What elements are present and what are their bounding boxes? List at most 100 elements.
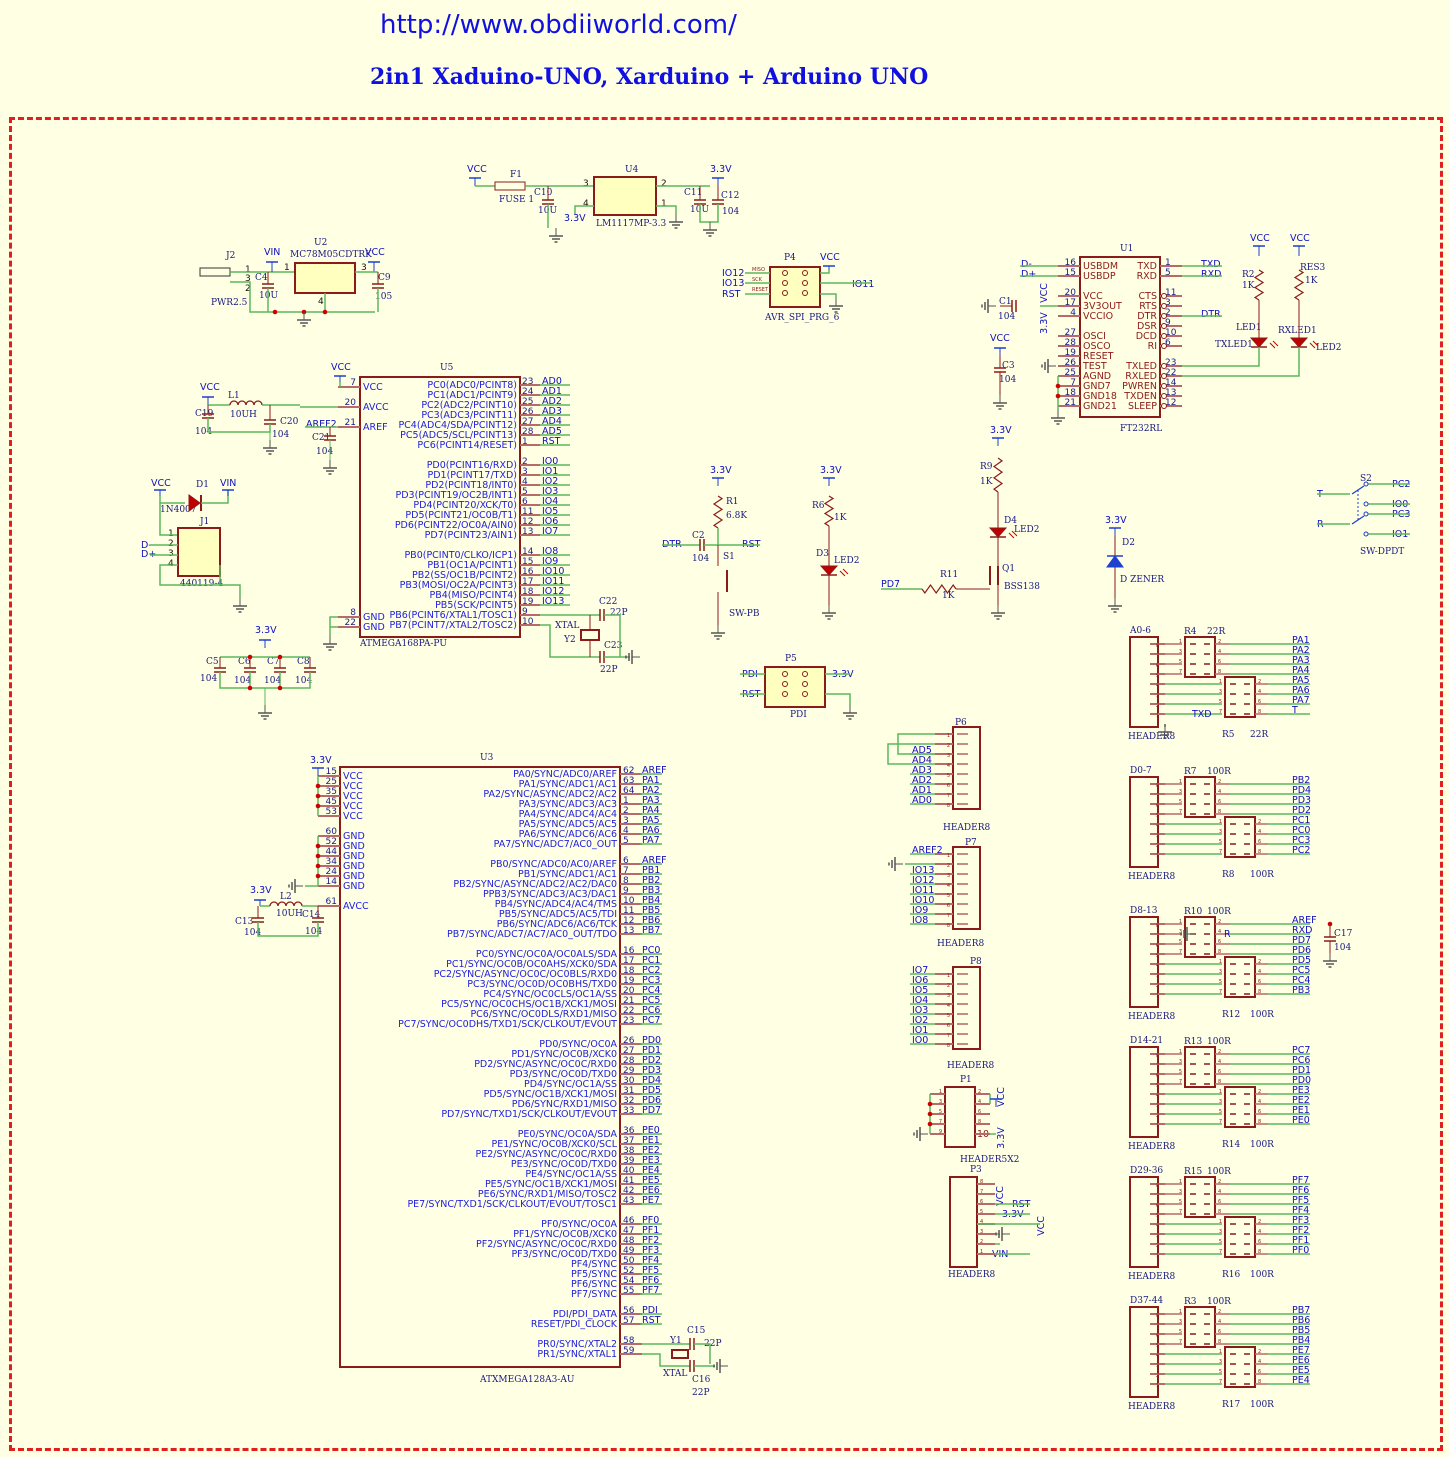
j1-val-label: 440119-4 [180,579,223,589]
pack-pin-number: 6 [1258,1369,1261,1375]
pin-name: PD0/SYNC/OC0A [539,1039,617,1050]
pin-name: PC1/SYNC/OC0B/OC0AHS/XCK0/SDA [446,959,617,970]
pack-pin-number: 2 [1258,1349,1261,1355]
pin-number: 20 [1065,288,1077,298]
pin-name: PB7(PCINT7/XTAL2/TOSC2) [390,620,517,631]
net-label: AREF [1292,915,1317,926]
c22-val-label: 22P [610,608,628,618]
p8-ref-label: P8 [970,957,982,967]
net-label: TXD [1191,709,1212,720]
pin-name: PR1/SYNC/XTAL1 [537,1349,617,1360]
pin-number: 2 [980,1239,983,1245]
pin-name: CTS [1139,291,1157,302]
header-pin-icon [782,681,788,687]
pin-name: PA1/SYNC/ADC1/AC1 [519,779,617,790]
pin-number: 38 [623,1146,635,1156]
net-label: IO13 [542,596,564,607]
pin-name: PA0/SYNC/ADC0/AREF [513,769,617,780]
wire [699,204,719,223]
pin-number: 52 [326,837,337,847]
u1-33-label: 3.3V [1039,312,1050,334]
pin-number: 25 [522,397,533,407]
pin-name: GND [363,612,385,623]
net-label: PA1 [642,775,660,786]
j1-net-dp-label: D+ [141,549,156,560]
resistor-pack-body [1224,1086,1256,1128]
pin-number: 1 [1156,713,1159,719]
p7-ref-label: P7 [965,838,977,848]
pin-name: PA3/SYNC/ADC3/AC3 [519,799,617,810]
pin-name: TXLED [1125,361,1157,372]
net-label: PD4 [642,1075,661,1086]
header-pin-icon [782,671,788,677]
junction-dot [277,654,283,660]
pin-name: RTS [1139,301,1157,312]
u1-txd-label: TXD [1200,259,1221,270]
j2-ref-label: J2 [225,251,235,261]
pin-number: 8 [947,803,950,809]
header-group-label: D14-21 [1130,1036,1163,1046]
inverted-pin-icon [1161,383,1167,389]
pin-number: 6 [522,497,528,507]
wire [1182,347,1260,367]
net-label: PF4 [642,1255,659,1266]
pin-number: 1 [522,437,528,447]
power-jack-icon [199,267,231,277]
net-label: PD2 [1292,805,1311,816]
pin-number: 1 [939,1089,942,1095]
resistor-pack-value: 100R [1207,1037,1231,1047]
p4-val-label: AVR_SPI_PRG_6 [764,313,840,323]
net-label: RST [542,436,561,447]
pin-name: VCC [343,801,363,812]
resistor-pack-value: 100R [1250,1140,1274,1150]
net-label: PC4 [1292,975,1310,986]
wire [540,624,600,658]
pin-number: 10 [1165,328,1177,338]
pin-number: 26 [1065,358,1077,368]
pack-pin-number: 7 [1179,1209,1182,1215]
pack-pin-number: 7 [1219,989,1222,995]
pin-name: PD5(PCINT21/OC0B/T1) [405,510,517,521]
pin-number: 6 [623,856,629,866]
net-label: PC0 [642,945,660,956]
pack-pin-number: 5 [1179,939,1182,945]
pack-pin-number: 5 [1179,1199,1182,1205]
pack-pin-number: 4 [1258,689,1261,695]
pack-pin-number: 6 [1218,799,1221,805]
pin-number: 4 [947,763,950,769]
txled1-label: TXLED1 [1215,340,1253,350]
pin-name: PE5/SYNC/OC1B/XCK1/MOSI [485,1179,617,1190]
d3-ref-label: D3 [816,549,829,559]
wire [574,205,594,214]
light-arrow-icon [1312,340,1319,347]
pin-number: 18 [623,966,635,976]
resistor-pack-ref: R8 [1222,870,1235,880]
pin-number: 56 [623,1306,635,1316]
pin-number: 6 [1165,338,1171,348]
net-label: PE3 [1292,1085,1310,1096]
net-label: PE6 [642,1185,660,1196]
c2-val-label: 104 [692,554,709,564]
resistor-pack-body [1224,1216,1256,1258]
pack-pin-number: 4 [1218,1189,1221,1195]
pack-pin-number: 1 [1219,1219,1222,1225]
xtal2-label: XTAL [555,621,579,631]
pin-name: PB6(PCINT6/XTAL1/TOSC1) [390,610,517,621]
pin-name: PC2/SYNC/ASYNC/OC0C/OC0BLS/RXD0 [434,969,617,980]
c2-ref-label: C2 [692,531,705,541]
spi-pin-label: RESET [752,287,769,293]
v33-u3-label: 3.3V [310,755,332,766]
vcc-p4-label: VCC [820,252,840,263]
pin-name: PD3(PCINT19/OC2B/INT1) [396,490,518,501]
header-p1-body [944,1086,976,1148]
u5-part-label: ATMEGA168PA-PU [359,639,447,649]
pin-number: 4 [1156,1223,1159,1229]
pin-number: 44 [326,847,338,857]
c12-ref-label: C12 [721,191,739,201]
website-url[interactable]: http://www.obdiiworld.com/ [380,10,737,40]
pin-name: PF4/SYNC [571,1259,617,1270]
pin-number: 46 [623,1216,635,1226]
header-part-label: HEADER8 [1128,1272,1175,1282]
pin-number: 7 [1156,1323,1159,1329]
net-label: PF5 [1292,1195,1309,1206]
